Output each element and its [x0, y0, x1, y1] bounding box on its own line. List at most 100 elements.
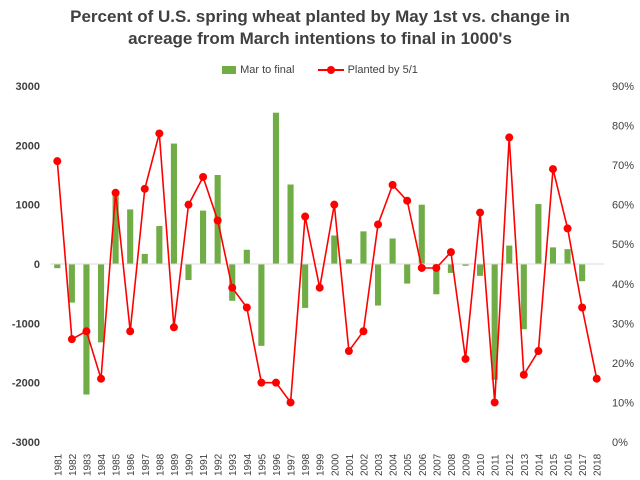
point-1994	[242, 303, 251, 312]
bar-1982	[68, 264, 75, 303]
point-1989	[169, 323, 178, 332]
point-2007	[432, 263, 441, 272]
left-tick-label: 0	[34, 259, 40, 271]
point-2014	[534, 347, 543, 356]
x-tick-label: 2005	[403, 453, 414, 476]
bar-1993	[229, 264, 236, 301]
bar-series	[54, 112, 586, 395]
x-tick-label: 2017	[578, 453, 589, 476]
left-tick-label: -1000	[12, 318, 40, 330]
x-tick-label: 2010	[476, 453, 487, 476]
bar-1985	[112, 194, 119, 264]
point-2004	[388, 180, 397, 189]
bar-1994	[243, 249, 250, 264]
point-1982	[67, 335, 76, 344]
x-tick-label: 2007	[432, 453, 443, 476]
left-tick-label: -2000	[12, 378, 40, 390]
right-tick-label: 80%	[612, 121, 634, 133]
bar-1984	[97, 264, 105, 343]
bar-1997	[287, 184, 294, 264]
x-tick-label: 1985	[112, 453, 123, 476]
x-tick-label: 1988	[155, 453, 166, 476]
point-2012	[505, 133, 514, 142]
point-2013	[519, 370, 528, 379]
point-2018	[592, 374, 601, 383]
left-tick-label: -3000	[12, 437, 40, 449]
line-series	[53, 129, 601, 407]
x-tick-label: 2013	[520, 453, 531, 476]
x-tick-label: 2003	[374, 453, 385, 476]
bar-1989	[170, 143, 177, 264]
chart-title-line-1: Percent of U.S. spring wheat planted by …	[70, 7, 570, 26]
point-1998	[301, 212, 310, 221]
x-axis: 1981 1982 1983 1984 1985 1986 1987 1988 1989 1990…	[53, 453, 603, 476]
bar-2012	[506, 245, 513, 264]
right-tick-label: 20%	[612, 358, 634, 370]
bar-2015	[549, 247, 557, 264]
x-tick-label: 2009	[462, 453, 473, 476]
x-tick-label: 1984	[97, 453, 108, 476]
x-tick-label: 1994	[243, 453, 254, 476]
bar-1981	[54, 264, 61, 269]
right-tick-label: 10%	[612, 397, 634, 409]
legend-bar-swatch	[222, 66, 237, 75]
x-tick-label: 2001	[345, 453, 356, 476]
point-1996	[271, 378, 280, 387]
x-tick-label: 2008	[447, 453, 458, 476]
x-tick-label: 2011	[491, 454, 502, 476]
left-axis: 3000 2000 1000 0 -1000 -2000 -3000	[12, 81, 40, 449]
x-tick-label: 1986	[126, 453, 137, 476]
bar-2003	[374, 264, 382, 306]
point-1985	[111, 188, 120, 197]
x-tick-label: 2012	[505, 453, 516, 476]
point-1993	[228, 283, 237, 292]
x-tick-label: 1987	[141, 453, 152, 476]
bar-1986	[127, 209, 134, 264]
bar-2010	[477, 264, 484, 276]
bar-1995	[258, 264, 265, 346]
bar-1988	[156, 226, 163, 264]
point-1981	[53, 157, 62, 166]
right-tick-label: 50%	[612, 239, 634, 251]
bar-2000	[331, 235, 338, 264]
point-1997	[286, 398, 295, 407]
x-tick-label: 1997	[287, 453, 298, 476]
right-axis: 90% 80% 70% 60% 50% 40% 30% 20% 10% 0%	[612, 81, 634, 449]
x-tick-label: 1983	[82, 453, 93, 476]
bar-1987	[141, 253, 148, 264]
left-tick-label: 1000	[16, 200, 40, 212]
bar-2014	[535, 204, 542, 264]
point-2010	[476, 208, 485, 217]
point-2017	[578, 303, 587, 312]
chart-title-line-2: acreage from March intentions to final i…	[128, 29, 512, 48]
x-tick-label: 2015	[549, 453, 560, 476]
point-1986	[126, 327, 135, 336]
right-tick-label: 70%	[612, 160, 634, 172]
bar-1991	[200, 210, 207, 264]
x-tick-label: 1999	[316, 453, 327, 476]
left-tick-label: 2000	[16, 140, 40, 152]
x-tick-label: 1998	[301, 453, 312, 476]
point-1995	[257, 378, 266, 387]
legend-item-line: Planted by 5/1	[317, 64, 418, 77]
point-1990	[184, 200, 193, 209]
right-tick-label: 30%	[612, 318, 634, 330]
x-tick-label: 2016	[564, 453, 575, 476]
x-tick-label: 1993	[228, 453, 239, 476]
legend-line-label: Planted by 5/1	[347, 64, 418, 77]
point-2005	[403, 196, 412, 205]
legend: Mar to final Planted by 5/1	[0, 64, 640, 76]
bar-1996	[272, 112, 280, 264]
legend-item-bar: Mar to final	[222, 64, 295, 76]
bar-2017	[579, 264, 586, 282]
point-2008	[446, 248, 455, 257]
x-tick-label: 1995	[257, 453, 268, 476]
point-2002	[359, 327, 368, 336]
bar-2005	[404, 264, 411, 284]
point-2011	[490, 398, 499, 407]
right-tick-label: 60%	[612, 200, 634, 212]
x-tick-label: 2002	[359, 453, 370, 476]
point-2016	[563, 224, 572, 233]
x-tick-label: 1982	[68, 453, 79, 476]
